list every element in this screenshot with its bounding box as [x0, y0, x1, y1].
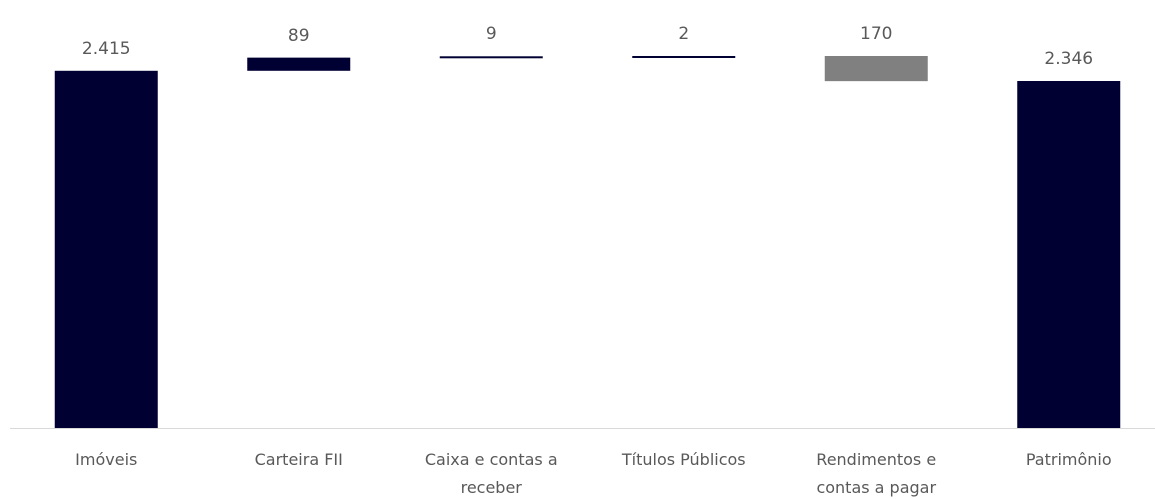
- x-tick-label: Imóveis: [75, 450, 138, 469]
- bar: [1017, 80, 1121, 428]
- value-label: 2.346: [1044, 48, 1094, 69]
- value-label: 2.415: [81, 38, 131, 59]
- bar: [439, 56, 543, 59]
- bar: [54, 70, 158, 428]
- x-tick-label: Caixa e contas a receber: [424, 450, 558, 497]
- bar: [632, 56, 736, 58]
- bar: [247, 57, 351, 71]
- x-tick-label: Carteira FII: [254, 450, 343, 469]
- x-tick-label: Títulos Públicos: [621, 450, 746, 469]
- value-label: 9: [485, 24, 497, 45]
- x-tick-label: Patrimônio: [1025, 450, 1112, 469]
- x-tick-label: Rendimentos e contas a pagar: [816, 450, 937, 497]
- value-label: 2: [678, 24, 690, 44]
- bar: [824, 56, 928, 82]
- value-label: 170: [860, 24, 893, 44]
- value-label: 89: [287, 25, 310, 46]
